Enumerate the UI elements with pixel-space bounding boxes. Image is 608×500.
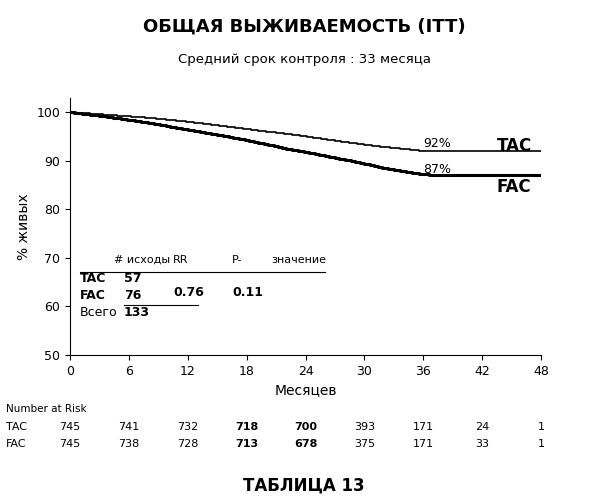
Text: TAC: TAC bbox=[6, 422, 27, 432]
Text: 87%: 87% bbox=[423, 163, 451, 176]
Text: RR: RR bbox=[173, 255, 188, 265]
Text: 0.11: 0.11 bbox=[232, 286, 263, 299]
Text: 24: 24 bbox=[475, 422, 489, 432]
Text: FAC: FAC bbox=[6, 439, 27, 449]
Text: 713: 713 bbox=[235, 439, 258, 449]
Text: Number at Risk: Number at Risk bbox=[6, 404, 87, 414]
Text: 741: 741 bbox=[118, 422, 139, 432]
Text: 375: 375 bbox=[354, 439, 375, 449]
Text: значение: значение bbox=[271, 255, 326, 265]
Text: TAC: TAC bbox=[80, 272, 106, 284]
Text: 745: 745 bbox=[60, 422, 80, 432]
Text: 76: 76 bbox=[124, 288, 141, 302]
Text: ТАБЛИЦА 13: ТАБЛИЦА 13 bbox=[243, 477, 365, 495]
Text: 393: 393 bbox=[354, 422, 375, 432]
Text: TAC: TAC bbox=[497, 137, 532, 155]
Text: 745: 745 bbox=[60, 439, 80, 449]
Text: 1: 1 bbox=[537, 439, 545, 449]
Text: 0.76: 0.76 bbox=[173, 286, 204, 299]
Text: 1: 1 bbox=[537, 422, 545, 432]
Y-axis label: % живых: % живых bbox=[17, 193, 31, 260]
Text: 738: 738 bbox=[118, 439, 139, 449]
Text: 57: 57 bbox=[124, 272, 142, 284]
Text: 92%: 92% bbox=[423, 137, 451, 150]
Text: 33: 33 bbox=[475, 439, 489, 449]
Text: 718: 718 bbox=[235, 422, 258, 432]
Text: 133: 133 bbox=[124, 306, 150, 318]
Text: 728: 728 bbox=[177, 439, 198, 449]
Text: Средний срок контроля : 33 месяца: Средний срок контроля : 33 месяца bbox=[178, 52, 430, 66]
Text: P-: P- bbox=[232, 255, 243, 265]
Text: 171: 171 bbox=[413, 439, 434, 449]
Text: 171: 171 bbox=[413, 422, 434, 432]
Text: ОБЩАЯ ВЫЖИВАЕМОСТЬ (ITT): ОБЩАЯ ВЫЖИВАЕМОСТЬ (ITT) bbox=[143, 18, 465, 36]
Text: FAC: FAC bbox=[80, 288, 106, 302]
Text: # исходы: # исходы bbox=[114, 255, 170, 265]
Text: 700: 700 bbox=[294, 422, 317, 432]
X-axis label: Месяцев: Месяцев bbox=[274, 384, 337, 398]
Text: 678: 678 bbox=[294, 439, 317, 449]
Text: 732: 732 bbox=[177, 422, 198, 432]
Text: FAC: FAC bbox=[497, 178, 531, 196]
Text: Всего: Всего bbox=[80, 306, 117, 318]
